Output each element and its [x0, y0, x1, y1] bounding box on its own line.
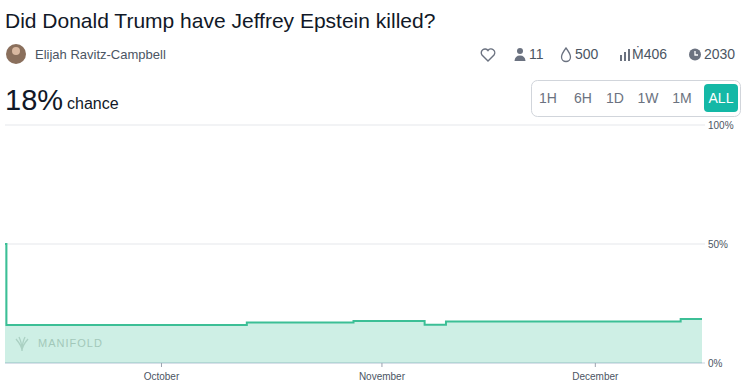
range-button[interactable]: 1M	[672, 90, 691, 106]
range-button[interactable]: 1W	[638, 90, 660, 106]
range-button[interactable]: 6H	[574, 90, 592, 106]
page: Did Donald Trump have Jeffrey Epstein ki…	[0, 0, 748, 387]
liquidity-icon	[562, 48, 571, 62]
range-button-active[interactable]	[704, 84, 738, 112]
volume-icon	[620, 55, 622, 61]
y-tick-label: 100%	[708, 120, 734, 131]
avatar	[6, 44, 26, 64]
range-group	[532, 81, 741, 117]
traders-icon-body	[515, 56, 526, 62]
x-tick	[595, 363, 596, 367]
probability-area	[5, 244, 702, 363]
watermark-text: MANIFOLD	[38, 337, 103, 349]
volume: Ṁ406	[632, 45, 667, 62]
y-tick-label: 50%	[708, 239, 728, 250]
probability: 18%	[5, 84, 63, 116]
like-icon[interactable]	[481, 49, 494, 61]
x-tick-label: October	[144, 371, 180, 382]
probability-caption: chance	[67, 95, 119, 112]
grid-line	[5, 125, 705, 126]
author[interactable]: Elijah Ravitz-Campbell	[35, 47, 166, 62]
close-icon	[689, 49, 701, 61]
traders-icon	[517, 48, 523, 54]
watermark-icon	[16, 337, 28, 351]
volume-icon	[624, 52, 626, 61]
x-tick	[381, 363, 382, 367]
title: Did Donald Trump have Jeffrey Epstein ki…	[5, 9, 435, 32]
range-button[interactable]: 1D	[606, 90, 624, 106]
x-tick-label: December	[572, 371, 619, 382]
grid-line	[5, 244, 705, 245]
y-tick-label: 0%	[708, 358, 723, 369]
close-date: 2030	[704, 46, 735, 62]
x-tick	[161, 363, 162, 367]
range-button[interactable]: 1H	[539, 90, 557, 106]
watermark: MANIFOLD	[16, 337, 103, 351]
avatar-face	[12, 47, 20, 55]
liquidity: 500	[575, 46, 599, 62]
volume-icon	[628, 49, 630, 61]
traders: 11	[529, 46, 544, 62]
close-icon-hands	[695, 51, 698, 55]
plot-area	[5, 244, 702, 363]
probability-line	[5, 244, 702, 325]
x-tick-label: November	[359, 371, 406, 382]
range-button[interactable]: ALL	[709, 90, 734, 106]
